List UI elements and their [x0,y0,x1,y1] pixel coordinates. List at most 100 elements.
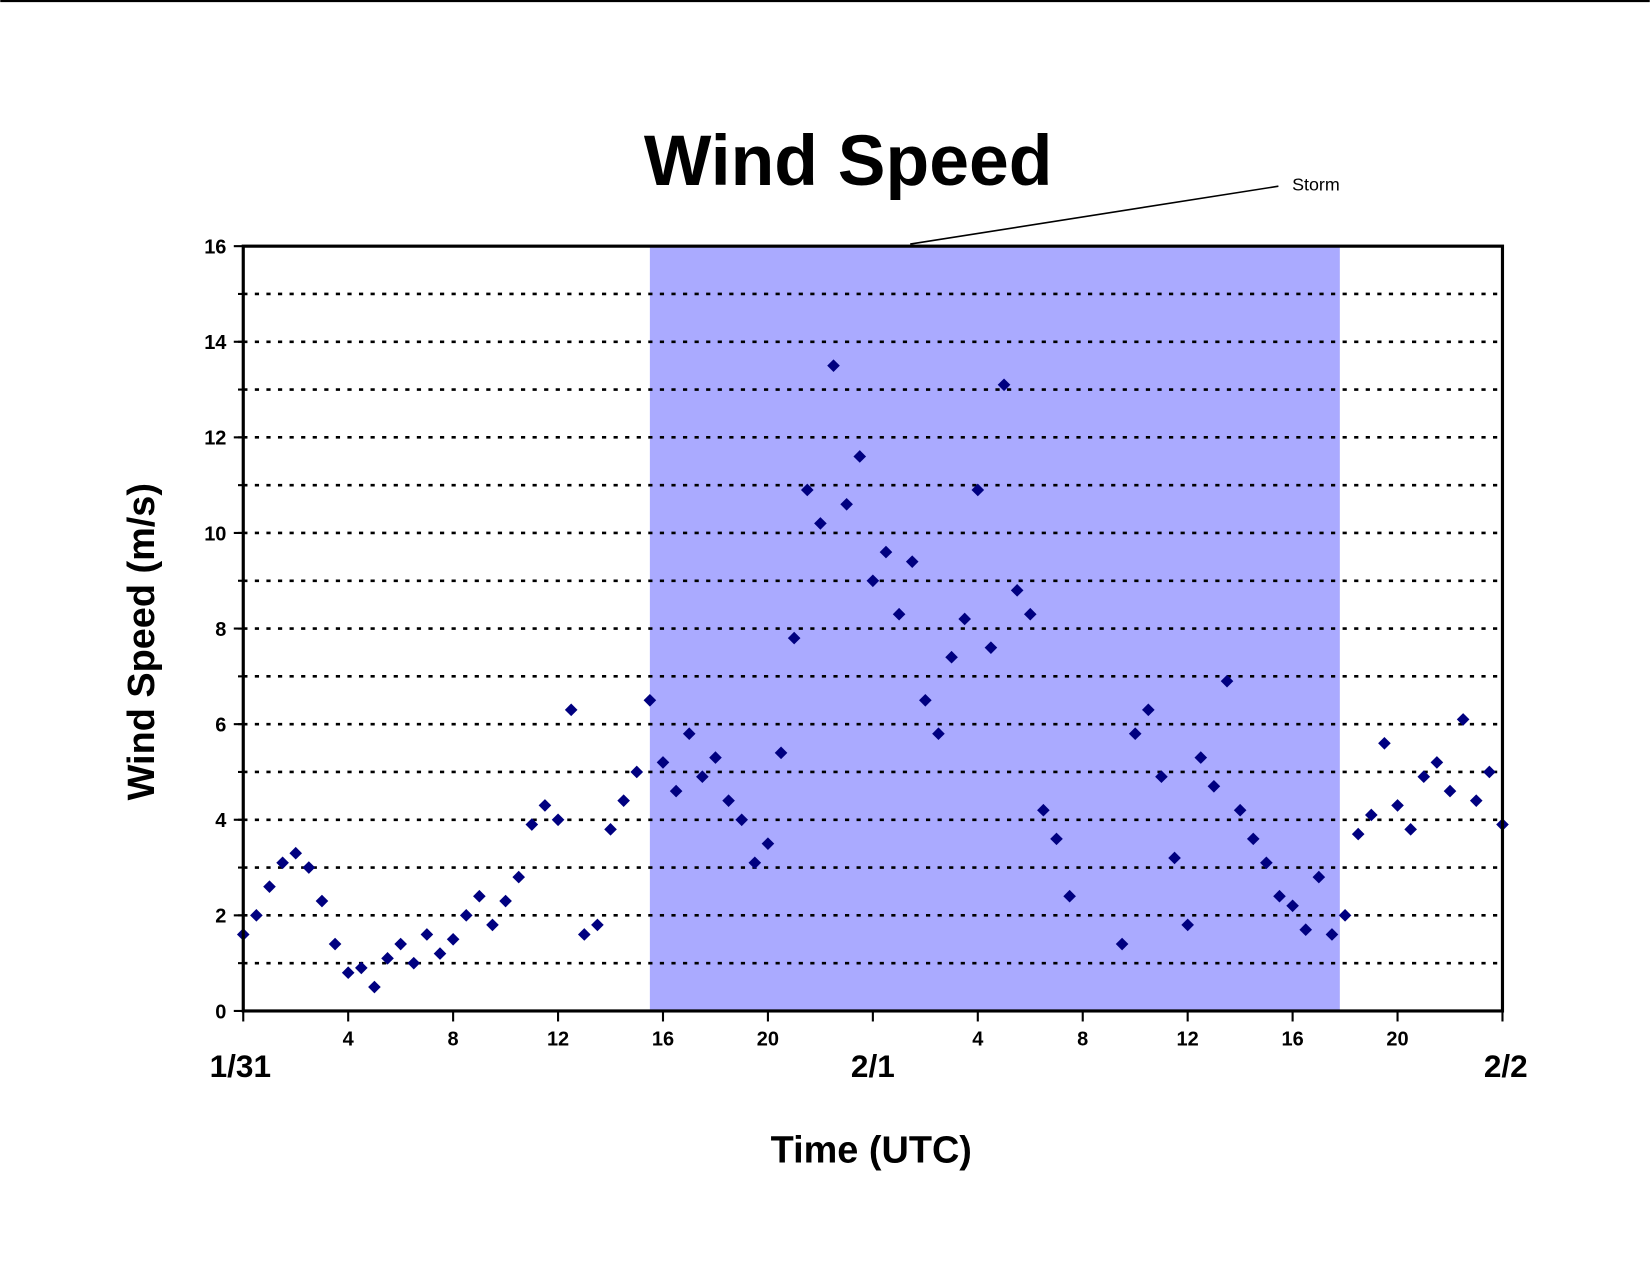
data-point [263,880,276,893]
data-point [827,359,840,372]
data-point [315,894,329,908]
data-point [289,846,303,860]
data-point [656,756,670,769]
axis-layer: 0 2 4 6 8 10 12 14 16 1/31 4 8 12 16 20 2/1 4 8 12 16 20 2/2 [204,237,1528,1085]
y-tick-label: 14 [204,332,226,354]
data-point [1050,832,1063,846]
x-tick-label: 16 [652,1029,674,1051]
data-point [328,937,342,951]
grid-layer [243,292,1503,965]
data-point [564,703,578,717]
annotation-leader [910,185,1279,245]
x-tick-label: 8 [1077,1029,1088,1051]
x-date-label: 2/1 [851,1048,895,1084]
data-point [381,952,394,965]
y-axis-label: Wind Speed (m/s) [121,483,163,800]
x-tick-label: 4 [972,1029,983,1051]
data-point [407,956,421,970]
data-point [1260,856,1273,870]
data-point [997,378,1011,392]
data-point [420,928,434,941]
data-point [958,612,971,626]
data-point [551,813,565,827]
x-tick-label: 8 [448,1029,459,1051]
y-tick-label: 8 [215,619,226,641]
x-tick-label: 12 [547,1029,569,1051]
data-point [341,966,355,980]
x-tick-label: 20 [757,1029,779,1051]
data-point [709,751,722,764]
plot-frame [241,244,1505,1013]
data-point [354,961,368,975]
y-tick-label: 12 [204,428,226,450]
data-point [1430,756,1444,769]
data-point [1023,607,1037,621]
data-point [525,818,539,831]
data-point [787,631,801,645]
data-point [604,823,617,836]
data-point [932,727,945,741]
data-point [499,894,512,908]
data-point [879,545,893,559]
data-point [1115,937,1129,951]
data-point [591,918,604,932]
data-point [1155,770,1168,784]
data-point [945,650,958,664]
data-point [394,937,407,951]
x-tick-label: 12 [1177,1029,1199,1051]
data-point [446,932,460,946]
data-point [643,693,657,707]
data-point [1404,823,1417,836]
data-point [892,607,906,621]
data-point [1312,870,1326,884]
data-point [577,928,591,941]
data-point [1378,736,1391,750]
data-point [1469,794,1483,807]
data-point [1483,765,1496,779]
data-point [1299,923,1313,937]
data-point [1168,851,1181,865]
data-point [735,813,749,827]
data-point [1246,832,1260,846]
data-point [1417,770,1431,784]
data-point [1456,713,1470,726]
data-point [1010,584,1024,597]
data-point [459,909,473,922]
data-point [800,483,814,497]
data-point [696,770,709,784]
y-tick-label: 6 [215,715,226,737]
data-point [617,794,630,807]
x-tick-label: 16 [1281,1029,1303,1051]
data-point [853,450,867,463]
x-date-label: 1/31 [210,1048,271,1084]
data-point [276,856,289,870]
y-tick-label: 2 [215,906,226,928]
x-tick-label: 4 [343,1029,354,1051]
x-date-label: 2/2 [1484,1048,1528,1084]
data-point [919,693,932,707]
data-point [722,794,735,807]
data-point [774,746,788,760]
annotation: Storm [1292,174,1340,194]
y-tick-label: 0 [215,1001,226,1023]
data-point [302,861,316,874]
data-point [1220,674,1234,688]
data-point [866,574,880,588]
data-point [748,856,762,870]
x-axis-label: Time (UTC) [771,1129,972,1171]
data-point [1351,827,1365,841]
data-point [761,837,775,850]
data-point [1063,889,1076,903]
data-point [473,889,486,903]
data-point [971,483,985,497]
data-point [512,870,526,884]
y-tick-label: 10 [204,523,226,545]
y-tick-label: 4 [215,810,226,832]
data-point [669,784,683,798]
chart-title: Wind Speed [644,121,1053,201]
data-point [433,947,447,960]
data-point [368,980,381,994]
data-point [1364,808,1378,822]
